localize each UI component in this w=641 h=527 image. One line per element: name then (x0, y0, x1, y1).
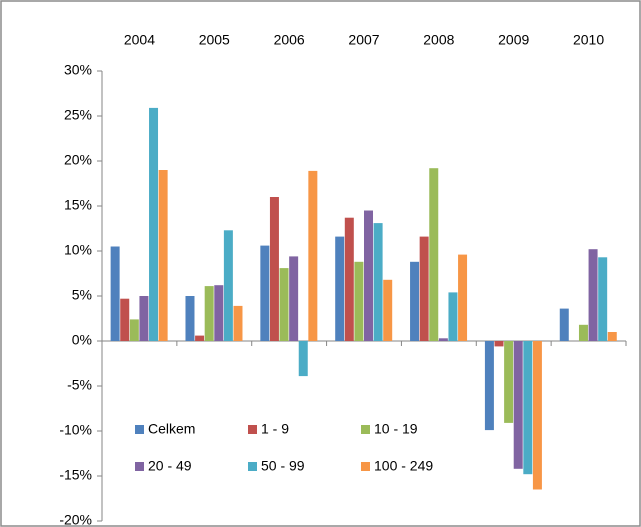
bar (364, 210, 373, 341)
x-tick-label: 2007 (348, 32, 379, 48)
bar (308, 170, 318, 341)
x-tick-label: 2009 (498, 32, 529, 48)
bar (279, 268, 289, 341)
legend-swatch (135, 425, 144, 434)
bar (110, 246, 120, 341)
bar (419, 236, 429, 341)
bar (494, 341, 504, 347)
x-tick-label: 2006 (274, 32, 305, 48)
bar (149, 107, 159, 342)
bar (214, 285, 224, 341)
bar (484, 341, 494, 431)
y-tick-label: -10% (59, 422, 92, 438)
y-tick-label: 0% (72, 332, 92, 348)
bar (139, 296, 149, 341)
y-tick-label: -20% (59, 512, 92, 527)
bar (559, 308, 569, 341)
bar (289, 256, 299, 341)
bar (195, 335, 205, 341)
legend-swatch (361, 425, 370, 434)
y-tick-label: 20% (64, 152, 92, 168)
bar (383, 279, 393, 341)
bar (120, 298, 130, 341)
legend-swatch (135, 462, 144, 471)
legend-swatch (361, 462, 370, 471)
legend-label: 50 - 99 (261, 458, 305, 474)
bar (588, 249, 598, 341)
bar (260, 245, 270, 341)
bar (158, 170, 168, 341)
legend-swatch (248, 425, 257, 434)
bar (504, 341, 514, 423)
y-tick-label: 30% (64, 62, 92, 78)
bar (532, 341, 542, 490)
y-tick-label: -15% (59, 467, 92, 483)
bar (598, 257, 608, 341)
bar (185, 296, 195, 341)
bar (344, 217, 354, 341)
y-tick-label: 25% (64, 107, 92, 123)
x-tick-label: 2004 (124, 32, 155, 48)
bar (204, 286, 214, 341)
y-tick-label: 5% (72, 287, 92, 303)
bar (335, 236, 345, 341)
bar (607, 332, 617, 341)
bar (354, 261, 364, 341)
bar (373, 223, 383, 341)
x-tick-label: 2010 (573, 32, 604, 48)
y-tick-label: 10% (64, 242, 92, 258)
bar (458, 254, 468, 341)
bar (429, 168, 439, 341)
x-tick-label: 2005 (199, 32, 230, 48)
y-tick-label: -5% (67, 377, 92, 393)
bar (129, 319, 139, 341)
bar (523, 341, 533, 475)
bar (438, 338, 448, 341)
legend-label: 100 - 249 (374, 458, 433, 474)
legend-label: 20 - 49 (148, 458, 192, 474)
x-tick-label: 2008 (423, 32, 454, 48)
legend-label: Celkem (148, 421, 195, 437)
bar (410, 261, 420, 341)
bar (578, 324, 588, 341)
bar (223, 230, 233, 341)
bar (298, 341, 308, 377)
bar (269, 197, 279, 341)
bar (233, 305, 243, 341)
legend-swatch (248, 462, 257, 471)
bar (448, 292, 458, 341)
legend-label: 10 - 19 (374, 421, 418, 437)
bar (513, 341, 523, 469)
legend-label: 1 - 9 (261, 421, 289, 437)
y-tick-label: 15% (64, 197, 92, 213)
